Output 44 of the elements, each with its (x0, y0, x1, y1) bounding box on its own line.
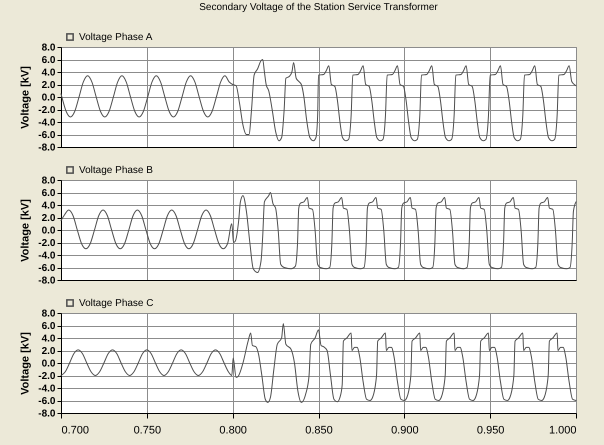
y-tick-label: -8.0 (38, 276, 56, 286)
y-tick-label: 2.0 (42, 213, 56, 224)
y-axis-title: Voltage [kV] (19, 332, 32, 395)
x-tick-label: 1.000 (548, 424, 576, 436)
line-series (60, 192, 576, 273)
y-tick-label: -8.0 (38, 408, 56, 420)
y-tick-label: -2.0 (38, 238, 56, 249)
y-tick-label: -2.0 (38, 105, 56, 116)
x-tick-label: 0.750 (134, 424, 162, 436)
y-tick-label: 6.0 (42, 55, 56, 66)
y-tick-label: 8.0 (42, 176, 56, 186)
y-tick-label: 6.0 (42, 188, 56, 199)
line-series (60, 59, 576, 142)
legend-label: Voltage Phase C (79, 298, 154, 309)
y-axis-title: Voltage [kV] (19, 198, 32, 262)
y-tick-label: -4.0 (38, 250, 56, 262)
y-tick-label: -4.0 (38, 118, 56, 128)
y-tick-label: -6.0 (38, 263, 56, 274)
y-tick-label: 8.0 (42, 308, 56, 320)
y-tick-label: 4.0 (42, 334, 56, 344)
legend-label: Voltage Phase B (79, 165, 154, 176)
x-tick-label: 0.850 (305, 424, 333, 436)
y-tick-label: 8.0 (42, 42, 56, 54)
x-tick-label: 0.950 (476, 424, 504, 436)
y-tick-label: -2.0 (38, 371, 56, 382)
x-tick-label: 0.800 (219, 424, 247, 436)
y-tick-label: -6.0 (38, 396, 56, 407)
y-tick-label: 0.0 (42, 92, 56, 104)
y-tick-label: -8.0 (38, 142, 56, 154)
y-tick-label: 4.0 (42, 200, 56, 212)
y-axis-title: Voltage [kV] (19, 66, 32, 129)
y-tick-label: 0.0 (42, 358, 56, 370)
y-tick-label: -4.0 (38, 384, 56, 394)
y-tick-label: 6.0 (42, 321, 56, 332)
y-tick-label: 2.0 (42, 80, 56, 91)
y-tick-label: 2.0 (42, 346, 56, 357)
legend-label: Voltage Phase A (79, 32, 153, 43)
y-tick-label: 0.0 (42, 226, 56, 236)
y-tick-label: 4.0 (42, 68, 56, 78)
line-series (60, 323, 576, 403)
x-tick-label: 0.900 (391, 424, 419, 436)
chart-title: Secondary Voltage of the Station Service Transformer (199, 2, 438, 13)
x-tick-label: 0.700 (62, 424, 90, 436)
y-tick-label: -6.0 (38, 130, 56, 141)
